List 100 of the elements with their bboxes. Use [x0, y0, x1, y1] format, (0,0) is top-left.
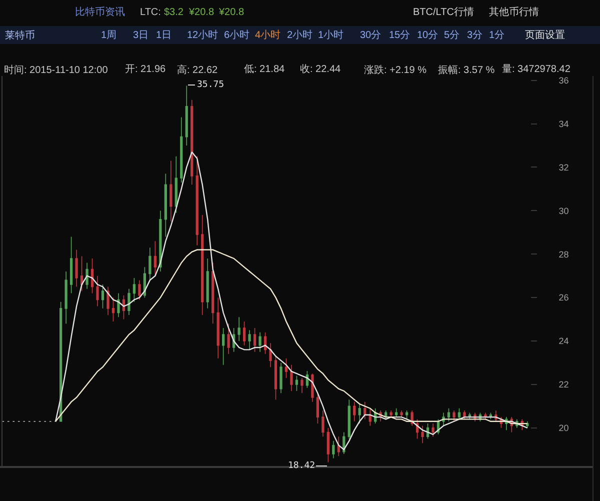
- candlestick: [258, 332, 262, 352]
- candlestick: [70, 236, 73, 294]
- line-series: [54, 151, 528, 450]
- text: 12小时: [187, 29, 218, 41]
- candlestick: [348, 399, 350, 440]
- text: 2小时: [287, 29, 313, 41]
- text: 低: 21.84: [244, 64, 286, 75]
- candlestick: [170, 160, 172, 222]
- text: 6小时: [224, 29, 250, 41]
- candlestick: [75, 249, 78, 288]
- text: 15分: [389, 29, 410, 41]
- text: 开: 21.96: [125, 64, 166, 75]
- candlestick: [64, 271, 68, 324]
- candlestick: [311, 373, 314, 402]
- text: 量: 3472978.42: [502, 64, 571, 75]
- candlestick: [269, 342, 272, 368]
- y-tick-label: 34: [558, 118, 569, 129]
- candlestick: [405, 410, 408, 420]
- y-tick-label: 36: [558, 75, 569, 86]
- candlestick: [390, 410, 392, 418]
- candlestick: [526, 420, 529, 428]
- candlestick: [284, 358, 288, 378]
- y-tick-label: 32: [558, 162, 569, 172]
- annotation: 涨跌: +2.19 %: [364, 64, 427, 76]
- candlestick: [274, 356, 278, 400]
- candlestick: [447, 408, 450, 422]
- candlestick: [128, 288, 130, 316]
- candlestick: [253, 328, 256, 352]
- candlestick: [353, 401, 356, 422]
- text: 其他币行情: [489, 6, 539, 18]
- candlestick: [206, 258, 209, 309]
- text: 4小时: [255, 29, 281, 41]
- text: LTC:: [140, 7, 161, 18]
- chart-title: 莱特币: [5, 30, 35, 42]
- candlestick: [432, 423, 434, 437]
- y-tick-label: 24: [558, 336, 569, 346]
- candlestick: [164, 173, 167, 238]
- candlestick: [322, 410, 324, 437]
- text: 1日: [156, 30, 172, 41]
- y-tick-label: 22: [558, 380, 569, 390]
- annotation: 时间: 2015-11-10 12:00: [4, 64, 108, 76]
- text: 5分: [444, 29, 460, 41]
- candlestick: [290, 364, 293, 392]
- text: ¥20.8: [188, 7, 214, 18]
- annotation: 振幅: 3.57 %: [438, 64, 495, 76]
- candlestick: [300, 378, 304, 394]
- candlestick: [148, 247, 152, 281]
- candlestick: [101, 284, 104, 309]
- candlestick: [222, 328, 225, 366]
- candlestick: [190, 99, 194, 186]
- candlestick: [106, 286, 110, 316]
- text: 3分: [467, 29, 483, 41]
- text: 30分: [360, 29, 382, 41]
- text: $3.2: [164, 7, 184, 18]
- y-tick-label: 28: [558, 249, 569, 260]
- annotation: 18.42: [288, 461, 316, 471]
- candlestick: [138, 280, 141, 300]
- candlestick: [180, 116, 183, 183]
- candlestick: [463, 410, 466, 420]
- candlestick: [295, 375, 298, 392]
- text: 收: 22.44: [300, 64, 342, 75]
- candlestick: [400, 410, 403, 418]
- candlestick: [216, 297, 220, 359]
- y-tick-label: 30: [558, 206, 569, 216]
- candlestick: [112, 297, 115, 322]
- candlestick: [86, 262, 88, 290]
- candlestick: [174, 156, 178, 214]
- candlestick: [326, 428, 330, 463]
- candlestick: [458, 408, 461, 420]
- line-series: [54, 249, 528, 424]
- y-tick-label: 20: [558, 423, 569, 434]
- candlestick: [185, 85, 188, 146]
- candlestick: [368, 408, 372, 426]
- candlestick: [484, 412, 487, 420]
- candlestick: [364, 401, 366, 420]
- candlestick: [227, 323, 230, 354]
- candlestick: [242, 321, 246, 346]
- candlestick: [117, 292, 120, 318]
- candlestick: [358, 404, 361, 424]
- candlestick: [421, 425, 424, 444]
- candlestick: [248, 330, 251, 350]
- text: 1周: [101, 30, 117, 41]
- candlestick: [395, 408, 398, 418]
- candlestick: [316, 392, 319, 424]
- text: BTC/LTC行情: [413, 6, 474, 18]
- candlestick: [332, 440, 335, 459]
- candlestick: [159, 210, 162, 272]
- candlestick: [201, 214, 204, 316]
- text: 1分: [489, 29, 505, 41]
- candlestick: [196, 156, 198, 246]
- candlestick: [96, 275, 99, 307]
- text: 比特币资讯: [75, 6, 125, 18]
- candlestick: [452, 410, 456, 422]
- candlestick: [280, 362, 282, 394]
- text: 页面设置: [525, 29, 565, 41]
- text: ¥20.8: [218, 7, 244, 18]
- text: 10分: [417, 29, 438, 41]
- candlestick: [154, 240, 156, 276]
- candlestick: [238, 316, 240, 342]
- annotation: 35.75: [197, 80, 224, 90]
